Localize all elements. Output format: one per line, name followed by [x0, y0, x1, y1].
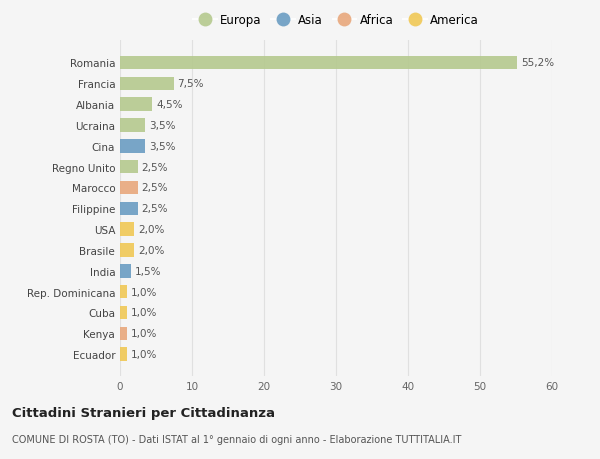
Bar: [120, 119, 145, 133]
Bar: [120, 347, 127, 361]
Text: 1,0%: 1,0%: [131, 329, 157, 339]
Bar: [120, 140, 145, 153]
Text: 1,0%: 1,0%: [131, 287, 157, 297]
Bar: [120, 264, 131, 278]
Text: COMUNE DI ROSTA (TO) - Dati ISTAT al 1° gennaio di ogni anno - Elaborazione TUTT: COMUNE DI ROSTA (TO) - Dati ISTAT al 1° …: [12, 434, 461, 444]
Text: 2,0%: 2,0%: [138, 246, 164, 255]
Text: 1,0%: 1,0%: [131, 349, 157, 359]
Legend: Europa, Asia, Africa, America: Europa, Asia, Africa, America: [188, 10, 484, 32]
Text: 3,5%: 3,5%: [149, 141, 175, 151]
Text: 7,5%: 7,5%: [178, 79, 204, 89]
Text: 4,5%: 4,5%: [156, 100, 182, 110]
Text: 2,0%: 2,0%: [138, 224, 164, 235]
Text: 1,0%: 1,0%: [131, 308, 157, 318]
Text: 3,5%: 3,5%: [149, 121, 175, 131]
Bar: [120, 77, 174, 91]
Bar: [120, 181, 138, 195]
Text: 55,2%: 55,2%: [521, 58, 554, 68]
Bar: [120, 161, 138, 174]
Text: 2,5%: 2,5%: [142, 183, 168, 193]
Bar: [120, 223, 134, 236]
Text: Cittadini Stranieri per Cittadinanza: Cittadini Stranieri per Cittadinanza: [12, 406, 275, 419]
Bar: [120, 56, 517, 70]
Bar: [120, 285, 127, 299]
Text: 2,5%: 2,5%: [142, 162, 168, 172]
Text: 2,5%: 2,5%: [142, 204, 168, 214]
Bar: [120, 306, 127, 319]
Bar: [120, 244, 134, 257]
Bar: [120, 327, 127, 341]
Text: 1,5%: 1,5%: [134, 266, 161, 276]
Bar: [120, 98, 152, 112]
Bar: [120, 202, 138, 216]
